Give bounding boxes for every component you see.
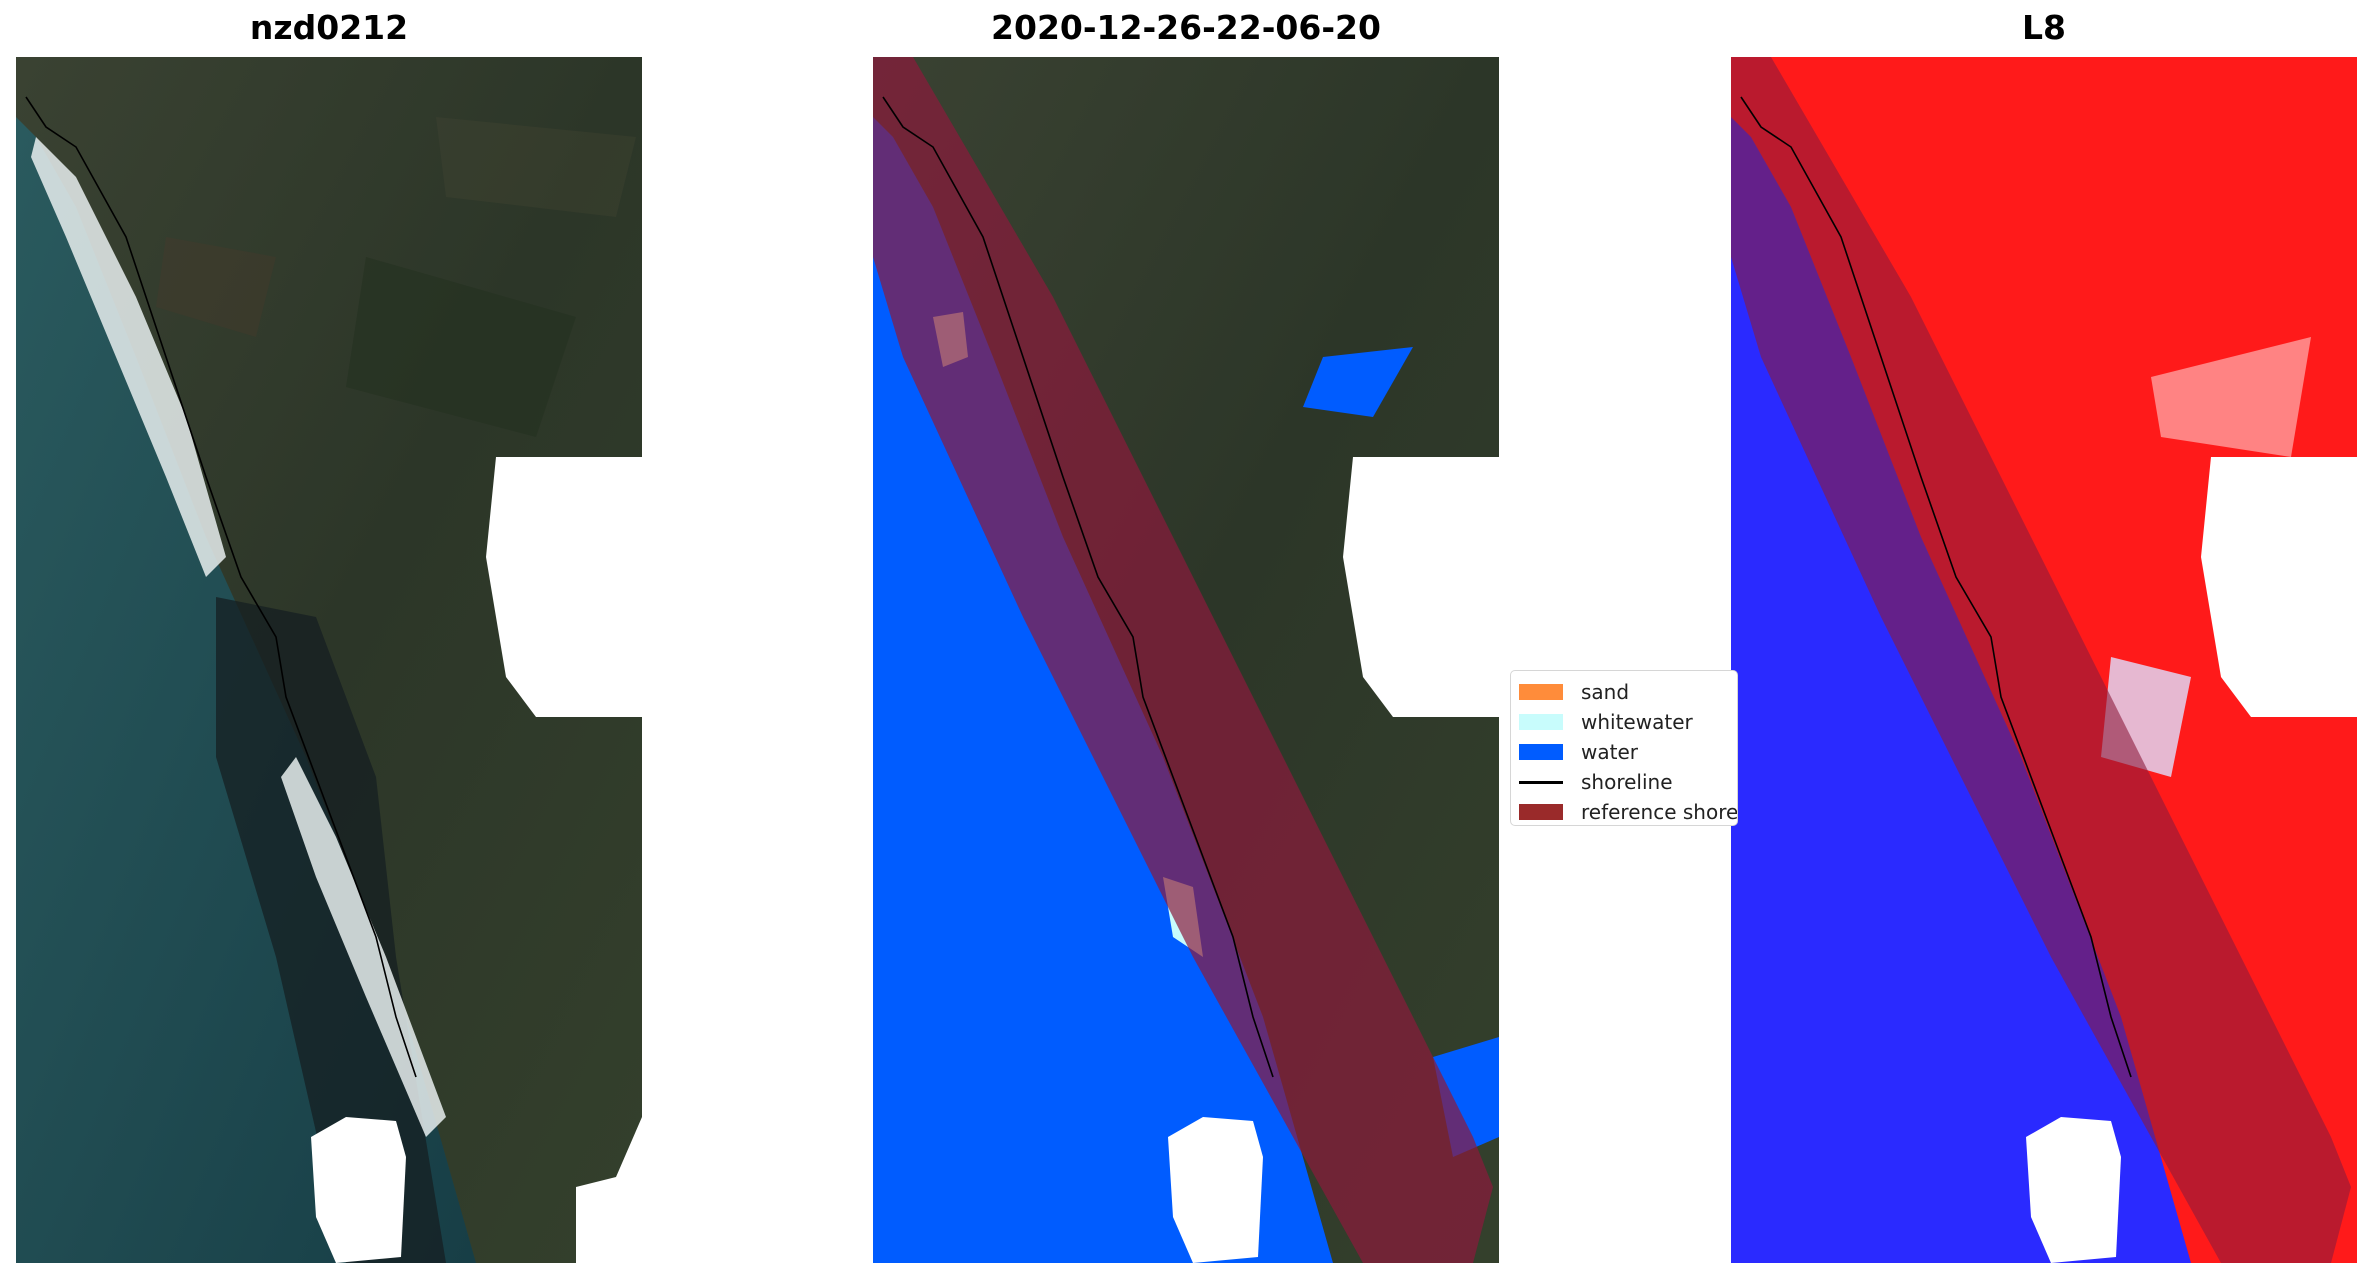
rgb-image-panel [16, 57, 642, 1263]
panel-title-index: L8 [2022, 8, 2066, 47]
legend-label: reference shoreline buffer [1581, 800, 1738, 824]
legend-line-swatch [1519, 780, 1563, 784]
panel-title-rgb: nzd0212 [249, 8, 409, 47]
panel-title-classification: 2020-12-26-22-06-20 [991, 8, 1381, 47]
rgb-image [16, 57, 642, 1263]
legend-item: reference shoreline buffer [1519, 797, 1738, 825]
legend-item: water [1519, 737, 1737, 767]
legend-patch-swatch [1519, 684, 1563, 700]
legend-item: sand [1519, 677, 1737, 707]
classification-image [873, 57, 1499, 1263]
legend-label: sand [1581, 680, 1630, 704]
index-panel [1731, 57, 2357, 1263]
legend-label: water [1581, 740, 1638, 764]
classification-panel [873, 57, 1499, 1263]
legend-label: whitewater [1581, 710, 1693, 734]
legend-label: shoreline [1581, 770, 1673, 794]
index-image [1731, 57, 2357, 1263]
legend: sand whitewater water shoreline reference sh… [1510, 670, 1738, 826]
legend-item: shoreline [1519, 767, 1737, 797]
legend-item: whitewater [1519, 707, 1737, 737]
legend-patch-swatch [1519, 804, 1563, 820]
legend-patch-swatch [1519, 744, 1563, 760]
legend-patch-swatch [1519, 714, 1563, 730]
